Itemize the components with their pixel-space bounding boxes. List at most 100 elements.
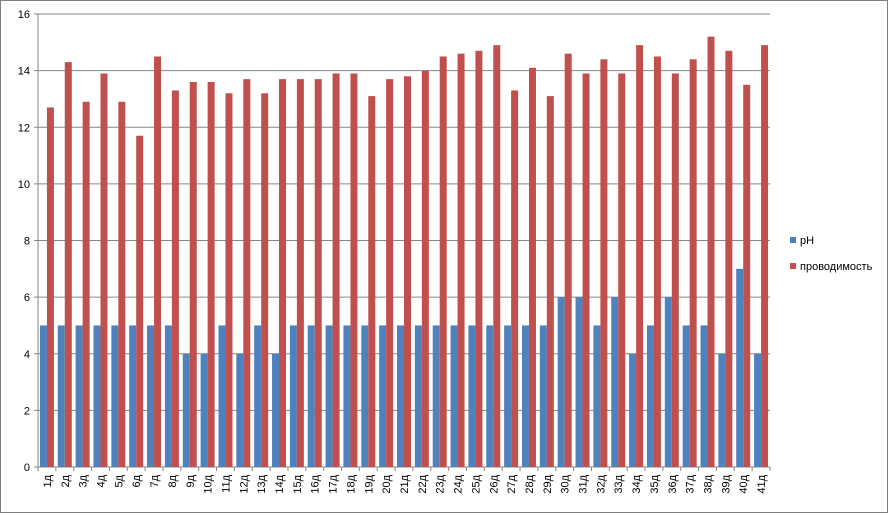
x-tick-label: 29д [542,474,554,493]
bar-conductivity [636,45,644,468]
bars [39,36,769,468]
bar-ph [361,325,369,467]
bar-ph [182,353,190,467]
bar-ph [379,325,387,467]
x-tick-label: 38д [703,474,715,493]
bar-conductivity [725,50,733,468]
bar-conductivity [225,93,233,468]
bar-conductivity [279,79,287,468]
bar-ph [39,325,47,467]
bar-ph [236,353,244,467]
bar-conductivity [386,79,394,468]
x-tick-label: 34д [631,474,643,493]
bar-ph [754,353,762,467]
bar-ph [539,325,547,467]
bar-conductivity [100,73,108,468]
y-tick-label: 2 [24,405,30,417]
bar-ph [432,325,440,467]
bar-ph [147,325,155,467]
bar-conductivity [600,59,608,468]
x-tick-label: 23д [435,474,447,493]
x-tick-label: 15д [292,474,304,493]
x-tick-label: 21д [399,474,411,493]
bar-ph [736,268,744,467]
bar-ph [682,325,690,467]
legend-swatch [790,237,796,243]
x-tick-label: 11д [220,474,232,492]
legend-label: pH [800,235,814,247]
bar-ph [700,325,708,467]
bar-conductivity [653,56,661,467]
y-tick-label: 8 [24,236,30,248]
x-tick-label: 28д [524,474,536,493]
bar-ph [289,325,297,467]
x-tick-label: 33д [613,474,625,493]
x-tick-label: 26д [488,474,500,493]
bar-ph [611,297,619,467]
y-tick-label: 14 [18,66,30,78]
x-tick-label: 35д [649,474,661,493]
x-tick-label: 19д [363,474,375,493]
bar-ph [93,325,101,467]
bar-conductivity [118,101,126,468]
bar-ph [414,325,422,467]
x-tick-label: 39д [720,474,732,493]
bar-ph [57,325,65,467]
bar-ph [111,325,119,467]
bar-conductivity [618,73,626,468]
y-tick-label: 6 [24,292,30,304]
x-tick-label: 5д [113,474,125,487]
bar-ph [397,325,404,467]
legend: pH проводимость [790,235,873,273]
x-tick-label: 20д [381,474,393,493]
bar-conductivity [528,67,536,467]
bar-conductivity [171,90,179,467]
x-tick-label: 14д [274,474,286,493]
bar-ph [575,297,583,467]
bar-ph [307,325,315,467]
bar-ph [593,325,601,467]
bar-conductivity [46,107,54,468]
bar-ph [521,325,529,467]
legend-label: проводимость [800,261,873,273]
bar-conductivity [457,53,465,467]
y-tick-labels: 0 2 4 6 8 10 12 14 16 [18,9,30,474]
bar-conductivity [689,59,697,468]
y-tick-label: 10 [18,179,30,191]
bar-conductivity [564,53,572,467]
bar-ph [200,353,208,467]
bar-conductivity [475,50,483,468]
bar-ph [325,325,333,467]
bar-conductivity [368,96,376,467]
x-tick-label: 16д [310,474,322,493]
bar-conductivity [243,79,251,468]
x-tick-label: 4д [95,474,107,487]
x-tick-label: 25д [470,474,482,493]
x-tick-label: 6д [131,474,143,487]
y-tick-label: 4 [24,349,30,361]
x-tick-label: 41д [756,474,768,493]
bar-ph [718,353,726,467]
bar-conductivity [296,79,304,468]
bar-ph [629,353,637,467]
x-tick-label: 1д [42,474,54,487]
bar-conductivity [207,81,215,467]
x-tick-label: 32д [595,474,607,493]
y-tick-label: 0 [24,462,30,474]
bar-ph [468,325,476,467]
bar-conductivity [314,79,322,468]
x-tick-label: 12д [238,474,250,493]
bar-conductivity [404,76,411,467]
bar-conductivity [761,45,769,468]
x-tick-label: 31д [578,474,590,493]
bar-conductivity [332,73,340,468]
x-tick-label: 7д [149,474,161,487]
bar-ph [486,325,494,467]
bar-ph [164,325,172,467]
x-tick-label: 8д [167,474,179,487]
x-tick-label: 18д [345,474,357,493]
bar-conductivity [707,36,715,468]
y-tick-label: 12 [18,122,30,134]
bar-conductivity [154,56,162,467]
x-tick-label: 10д [203,474,215,493]
